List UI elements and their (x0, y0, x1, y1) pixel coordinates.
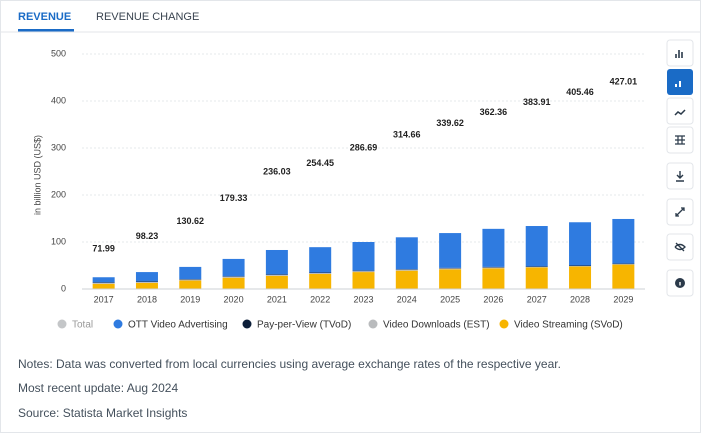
total-label: 405.46 (566, 87, 594, 97)
total-label: 362.36 (480, 107, 508, 117)
legend-label: OTT Video Advertising (128, 320, 228, 331)
x-tick-label: 2029 (613, 294, 633, 304)
bar-segment (439, 268, 462, 270)
bar-segment (222, 277, 245, 289)
x-tick-label: 2017 (94, 294, 114, 304)
x-tick-label: 2025 (440, 294, 460, 304)
legend-label: Pay-per-View (TVoD) (257, 320, 351, 331)
total-label: 71.99 (92, 244, 115, 254)
total-label: 98.23 (136, 231, 159, 241)
bar-segment (222, 258, 245, 277)
total-label: 236.03 (263, 166, 291, 176)
bar-segment (482, 268, 505, 289)
total-label: 339.62 (436, 118, 464, 128)
y-tick-label: 100 (51, 236, 66, 246)
x-tick-label: 2018 (137, 294, 157, 304)
total-label: 314.66 (393, 129, 421, 139)
legend-swatch (499, 319, 509, 329)
note: Source: Statista Market Insights (18, 406, 187, 420)
bar-segment (309, 247, 332, 273)
bar-segment (482, 228, 505, 267)
icon (675, 207, 685, 217)
bar-segment (135, 272, 158, 282)
bar-segment (179, 279, 202, 281)
total-label: 254.45 (306, 158, 334, 168)
legend-label: Video Downloads (EST) (383, 320, 490, 331)
note: Most recent update: Aug 2024 (18, 381, 178, 395)
bar-segment (92, 283, 115, 289)
bar-segment (439, 233, 462, 268)
bar-segment (395, 269, 418, 271)
bar-segment (525, 226, 548, 267)
y-tick-label: 200 (51, 189, 66, 199)
icon (675, 135, 685, 145)
y-tick-label: 0 (61, 283, 66, 293)
bar-segment (179, 280, 202, 289)
bar-segment (92, 277, 115, 283)
legend-swatch (242, 319, 252, 329)
x-tick-label: 2020 (224, 294, 244, 304)
tool-button[interactable] (666, 39, 694, 67)
bar-segment (612, 218, 635, 264)
x-tick-label: 2022 (310, 294, 330, 304)
legend-swatch (57, 319, 67, 329)
total-label: 427.01 (610, 77, 638, 87)
bar-segment (352, 272, 375, 289)
x-tick-label: 2024 (397, 294, 417, 304)
y-tick-label: 500 (51, 48, 66, 58)
y-axis-label: in billion USD (US$) (32, 135, 42, 215)
tab[interactable]: REVENUE CHANGE (96, 11, 199, 23)
bar-segment (395, 237, 418, 270)
total-label: 383.91 (523, 97, 551, 107)
bar-segment (135, 281, 158, 283)
tab[interactable]: REVENUE (18, 11, 71, 23)
bar-segment (352, 242, 375, 271)
legend-swatch (368, 319, 378, 329)
bar-segment (352, 271, 375, 273)
bar-segment (525, 267, 548, 289)
icon (674, 109, 686, 116)
bar-segment (612, 264, 635, 289)
y-tick-label: 400 (51, 95, 66, 105)
bar-segment (222, 276, 245, 278)
bar-segment (309, 273, 332, 289)
total-label: 286.69 (350, 143, 378, 153)
tab-underline (18, 29, 74, 32)
legend-label: Total (72, 320, 93, 331)
x-tick-label: 2026 (483, 294, 503, 304)
icon (674, 242, 686, 252)
x-tick-label: 2021 (267, 294, 287, 304)
x-tick-label: 2019 (180, 294, 200, 304)
icon (675, 50, 683, 58)
icon (675, 81, 681, 87)
note: Notes: Data was converted from local cur… (18, 357, 561, 371)
bar-segment (265, 275, 288, 289)
total-label: 179.33 (220, 193, 248, 203)
bar-segment (309, 273, 332, 274)
toolbar (666, 39, 694, 297)
legend-swatch (113, 319, 123, 329)
bar-segment (265, 249, 288, 275)
bar-segment (569, 222, 592, 266)
x-tick-label: 2027 (527, 294, 547, 304)
total-label: 130.62 (177, 216, 205, 226)
bar-segment (569, 266, 592, 289)
icon (676, 171, 684, 182)
legend-label: Video Streaming (SVoD) (514, 320, 623, 331)
tool-button[interactable] (666, 97, 694, 125)
bar-segment (482, 267, 505, 269)
bar-segment (439, 269, 462, 289)
x-tick-label: 2023 (353, 294, 373, 304)
bar-segment (135, 282, 158, 289)
bar-segment (92, 282, 115, 284)
bar-segment (395, 270, 418, 289)
y-tick-label: 300 (51, 142, 66, 152)
x-tick-label: 2028 (570, 294, 590, 304)
bar-segment (179, 266, 202, 280)
bar-segment (265, 274, 288, 276)
